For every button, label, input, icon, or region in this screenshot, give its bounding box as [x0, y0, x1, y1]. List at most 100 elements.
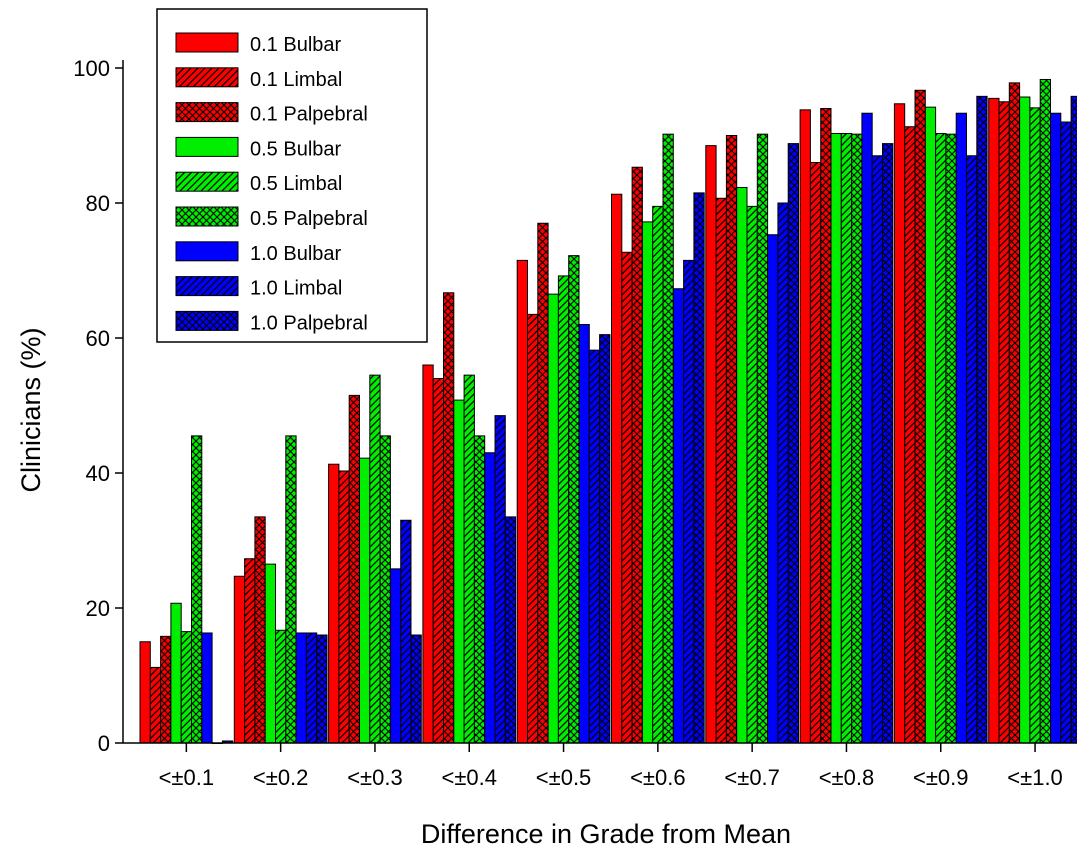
legend-label: 0.1 Palpebral — [250, 104, 368, 126]
bar — [662, 133, 674, 744]
bar — [170, 602, 182, 744]
bar — [494, 415, 506, 744]
legend-swatch — [175, 67, 239, 88]
legend-label: 0.5 Palpebral — [250, 208, 368, 230]
bar — [861, 112, 873, 744]
bar — [976, 95, 988, 744]
legend-swatch — [175, 32, 239, 53]
bar — [201, 632, 213, 744]
bar — [400, 519, 412, 744]
legend-label: 0.5 Limbal — [250, 173, 342, 195]
y-axis-title: Clinicians (%) — [16, 327, 46, 492]
bar — [516, 259, 529, 744]
bar — [830, 132, 842, 744]
bar — [746, 205, 758, 744]
bar — [599, 334, 611, 744]
bar — [1019, 96, 1031, 744]
bar — [139, 641, 151, 744]
legend-label: 0.1 Bulbar — [250, 34, 342, 56]
bar — [484, 452, 496, 744]
bar — [578, 324, 590, 744]
y-tick-label: 100 — [73, 56, 110, 81]
bar — [767, 234, 779, 744]
x-tick-label: <±0.4 — [441, 765, 497, 790]
bar — [328, 463, 340, 744]
bar — [756, 133, 769, 744]
bar — [1029, 107, 1041, 744]
legend-label: 1.0 Bulbar — [250, 243, 342, 265]
bar — [693, 192, 705, 744]
bar — [1050, 112, 1062, 744]
bar — [432, 378, 445, 744]
bar — [988, 97, 1000, 744]
bar — [935, 132, 947, 744]
bar — [338, 470, 350, 744]
bar — [191, 435, 203, 744]
bar — [998, 101, 1010, 744]
bar — [1008, 82, 1021, 744]
bar — [379, 435, 391, 744]
bar — [180, 631, 192, 744]
x-axis-title: Difference in Grade from Mean — [421, 819, 791, 849]
x-tick-label: <±0.8 — [819, 765, 875, 790]
bar — [389, 568, 402, 744]
bar — [715, 197, 727, 744]
bar — [410, 634, 422, 744]
bar — [160, 635, 172, 744]
legend-swatch — [175, 241, 239, 262]
bar — [316, 634, 328, 744]
bar — [254, 516, 266, 744]
bar — [305, 632, 318, 744]
legend-swatch — [175, 276, 239, 297]
bar — [641, 221, 654, 744]
bar — [285, 435, 297, 744]
bar — [369, 374, 381, 744]
bar — [893, 103, 906, 744]
y-axis: 0 20 40 60 80 100 — [73, 56, 124, 756]
bar — [244, 558, 256, 744]
bar — [348, 394, 361, 744]
x-tick-label: <±0.3 — [347, 765, 403, 790]
bar — [736, 186, 748, 744]
legend-swatch — [175, 206, 239, 227]
x-axis: <±0.1 <±0.2 <±0.3 <±0.4 <±0.5 <±0.6 <±0.7 <±0.8… — [123, 742, 1077, 790]
x-tick-label: <±0.2 — [253, 765, 309, 790]
x-tick-label: <±0.9 — [913, 765, 969, 790]
bar — [955, 112, 968, 744]
bar — [725, 135, 738, 744]
bar — [799, 109, 811, 744]
bar — [882, 143, 894, 744]
bar — [1039, 78, 1051, 744]
legend-label: 1.0 Palpebral — [250, 312, 368, 334]
legend: 0.1 Bulbar 0.1 Limbal 0.1 Palpebral 0.5 Bul… — [156, 8, 428, 343]
y-tick-label: 0 — [98, 731, 110, 756]
bar — [871, 155, 884, 744]
bar — [1060, 121, 1072, 744]
bar — [1070, 95, 1077, 744]
legend-swatch — [175, 102, 239, 123]
bar — [904, 126, 916, 744]
bar — [547, 293, 559, 744]
bar — [924, 106, 937, 744]
bar — [945, 133, 957, 744]
x-tick-label: <±0.1 — [159, 765, 215, 790]
legend-swatch — [175, 171, 239, 192]
bar — [851, 133, 863, 744]
bar — [504, 516, 517, 744]
bar — [149, 666, 162, 744]
bar — [705, 145, 717, 744]
x-tick-label: <±0.7 — [724, 765, 780, 790]
bar — [359, 457, 371, 744]
bar — [672, 288, 685, 744]
y-tick-label: 80 — [86, 191, 110, 216]
bar — [463, 374, 475, 744]
y-tick-label: 60 — [86, 326, 110, 351]
bar — [275, 629, 287, 744]
x-tick-label: <±0.6 — [630, 765, 686, 790]
bar — [295, 632, 307, 744]
legend-label: 0.5 Bulbar — [250, 138, 342, 160]
bar — [473, 435, 486, 744]
bar — [914, 89, 926, 744]
bar — [652, 205, 664, 744]
